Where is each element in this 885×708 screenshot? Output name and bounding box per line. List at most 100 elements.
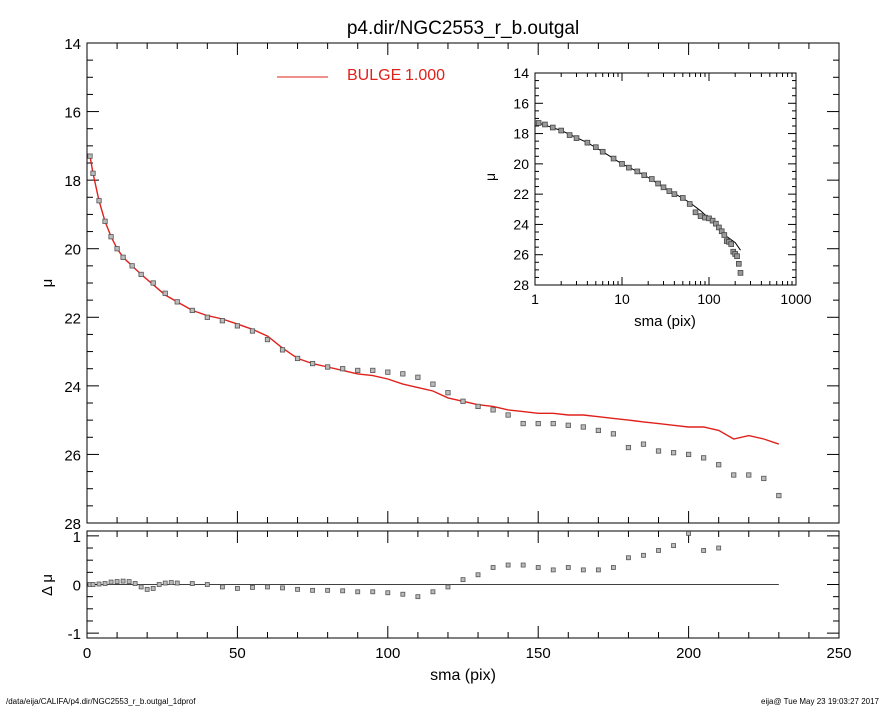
inset-x-tick-label: 1 xyxy=(531,291,539,307)
residual-y-tick-labels: 1 0 -1 xyxy=(68,529,81,643)
residual-point xyxy=(430,589,436,595)
residual-point xyxy=(280,585,285,591)
data-point xyxy=(776,492,782,499)
inset-y-tick-label: 20 xyxy=(513,156,529,172)
inset-y-tick-label: 16 xyxy=(513,95,529,111)
inset-data-point xyxy=(721,232,728,238)
inset-x-tick-label: 100 xyxy=(697,291,721,307)
residual-point xyxy=(445,584,451,590)
residual-point xyxy=(565,565,571,570)
residual-point xyxy=(716,545,722,551)
residual-point xyxy=(671,543,676,548)
inset-data-point xyxy=(566,132,573,138)
data-point xyxy=(460,398,466,404)
main-y-tick-label: 18 xyxy=(64,173,81,190)
main-y-tick-label: 28 xyxy=(64,516,81,533)
data-point xyxy=(234,323,240,329)
residual-x-tick-label: 200 xyxy=(676,645,701,662)
inset-data-point xyxy=(666,188,673,194)
data-point xyxy=(279,347,286,353)
data-point xyxy=(204,314,210,320)
residual-point xyxy=(234,585,240,591)
inset-data-point xyxy=(734,253,740,260)
residual-panel: 10-1 0 50 100 150 200 250 Δ μ sma (pix) xyxy=(39,529,852,684)
residual-axis-ticks xyxy=(86,531,840,638)
residual-y-tick-label: 1 xyxy=(73,529,81,546)
residual-point xyxy=(295,586,300,592)
data-point xyxy=(355,367,361,374)
residual-point xyxy=(120,578,126,584)
data-point xyxy=(610,431,617,437)
inset-data-point xyxy=(671,191,678,197)
data-point xyxy=(189,307,195,314)
residual-point xyxy=(400,591,406,597)
inset-data-point xyxy=(593,144,599,151)
inset-data-point xyxy=(686,201,693,207)
inset-data-point xyxy=(626,164,632,171)
residual-point xyxy=(108,579,114,585)
residual-point xyxy=(701,548,707,553)
data-point xyxy=(761,475,767,482)
residual-point xyxy=(162,580,168,586)
residual-point xyxy=(656,548,661,553)
residual-point xyxy=(150,585,156,591)
residual-point xyxy=(250,585,255,590)
residual-point xyxy=(595,567,601,573)
residual-point xyxy=(156,582,162,587)
inset-data-point xyxy=(660,184,667,191)
residual-point xyxy=(132,581,138,586)
residual-point xyxy=(355,589,361,595)
inset-x-axis-label: sma (pix) xyxy=(634,313,696,330)
residual-point xyxy=(90,582,96,587)
inset-data-point xyxy=(535,120,542,126)
inset-y-axis-label: μ xyxy=(482,173,498,181)
main-y-tick-labels: 14 16 18 20 22 24 26 28 xyxy=(64,36,81,533)
main-series xyxy=(87,153,782,499)
data-point xyxy=(565,422,571,428)
data-point xyxy=(400,371,406,377)
residual-point xyxy=(219,584,225,590)
data-point xyxy=(490,407,496,413)
data-point xyxy=(96,198,102,204)
data-point xyxy=(249,328,256,334)
data-point xyxy=(370,367,376,374)
legend-value-bulge: 1.000 xyxy=(405,67,445,84)
data-point xyxy=(120,254,126,260)
residual-point xyxy=(626,555,631,561)
residual-point xyxy=(490,565,496,570)
residual-point xyxy=(550,567,556,573)
data-point xyxy=(640,441,647,447)
residual-x-tick-label: 50 xyxy=(229,645,246,662)
data-point xyxy=(219,318,225,324)
main-y-tick-label: 20 xyxy=(64,242,81,259)
data-point xyxy=(162,290,168,296)
inset-y-tick-label: 28 xyxy=(513,277,529,293)
data-point xyxy=(415,374,421,380)
inset-data-point xyxy=(549,124,556,131)
main-y-tick-label: 16 xyxy=(64,105,81,122)
residual-point xyxy=(385,590,391,596)
inset-data-point xyxy=(737,270,744,276)
residual-point xyxy=(415,594,421,600)
residual-point xyxy=(475,572,481,578)
residual-x-axis-label: sma (pix) xyxy=(430,667,496,684)
inset-y-tick-label: 14 xyxy=(513,65,529,81)
inset-x-tick-label: 1000 xyxy=(780,291,811,307)
data-point xyxy=(129,263,135,269)
data-point xyxy=(716,462,722,468)
inset-data-point xyxy=(692,209,699,216)
main-axis-ticks xyxy=(86,42,840,524)
inset-data-point xyxy=(573,135,580,141)
legend: BULGE 1.000 xyxy=(277,67,445,84)
data-point xyxy=(701,455,707,461)
inset-panel: 14 16 18 20 22 24 26 28 1 10 100 1000 μ sma (pix) xyxy=(482,65,812,330)
inset-data-point xyxy=(709,217,716,224)
residual-x-tick-label: 100 xyxy=(375,645,400,662)
residual-point xyxy=(520,562,526,568)
residual-y-axis-label: Δ μ xyxy=(39,574,56,596)
inset-data-point xyxy=(584,139,591,146)
data-point xyxy=(430,381,436,387)
data-point xyxy=(625,444,632,451)
residual-point xyxy=(265,584,270,590)
data-point xyxy=(731,472,737,478)
